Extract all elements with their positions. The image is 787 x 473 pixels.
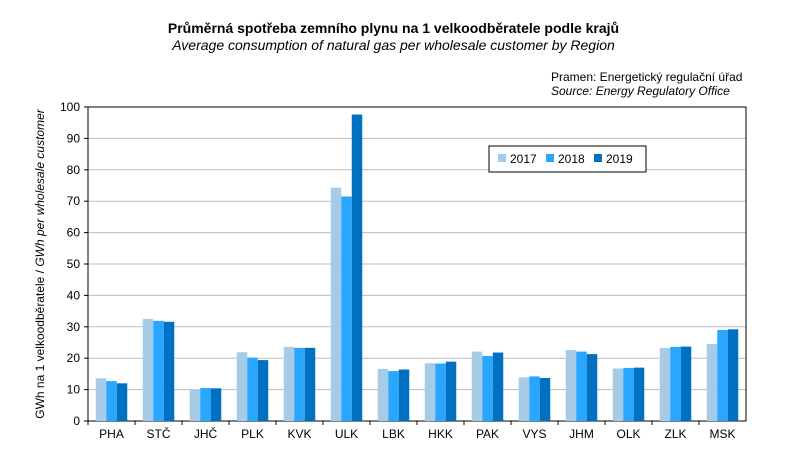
- bar-2019-LBK: [398, 369, 410, 421]
- bar-2017-PAK: [471, 351, 483, 421]
- bar-2017-STČ: [142, 318, 154, 421]
- x-tick-label: ULK: [335, 427, 358, 441]
- y-tick-label: 50: [67, 257, 81, 271]
- bar-2017-MSK: [706, 344, 718, 421]
- x-tick-label: JHČ: [194, 426, 218, 441]
- y-tick-label: 60: [67, 226, 81, 240]
- bar-2019-MSK: [727, 329, 739, 421]
- x-tick-label: HKK: [428, 427, 453, 441]
- chart-title: Průměrná spotřeba zemního plynu na 1 vel…: [167, 20, 620, 36]
- bar-2019-PAK: [492, 352, 504, 421]
- x-tick-label: PAK: [476, 427, 499, 441]
- chart-subtitle: Average consumption of natural gas per w…: [172, 37, 615, 53]
- legend-swatch-2018: [546, 154, 554, 162]
- bar-2019-ULK: [351, 114, 363, 421]
- bar-2017-OLK: [612, 368, 624, 421]
- bar-2018-JHČ: [200, 388, 211, 421]
- bar-2018-PHA: [106, 381, 117, 421]
- bar-2017-JHM: [565, 350, 577, 421]
- legend-label-2019: 2019: [606, 152, 633, 166]
- legend-label-2017: 2017: [510, 152, 537, 166]
- source-cz: Pramen: Energetický regulační úřad: [551, 70, 743, 84]
- legend-box: [488, 145, 647, 173]
- bar-2018-JHM: [576, 351, 587, 421]
- y-tick-label: 20: [67, 351, 81, 365]
- bar-2017-VYS: [518, 377, 530, 421]
- bar-2017-LBK: [377, 368, 389, 421]
- y-tick-label: 30: [67, 320, 81, 334]
- bar-2019-PHA: [116, 383, 128, 421]
- y-tick-label: 40: [67, 288, 81, 302]
- bar-2018-PLK: [247, 357, 258, 421]
- bar-2018-MSK: [717, 329, 728, 421]
- bar-2018-VYS: [529, 376, 540, 421]
- bar-2017-PLK: [236, 352, 248, 421]
- y-tick-label: 90: [67, 131, 81, 145]
- bar-2017-PHA: [95, 378, 107, 421]
- bar-2019-JHM: [586, 354, 598, 421]
- legend-label-2018: 2018: [558, 152, 585, 166]
- x-tick-label: JHM: [569, 427, 594, 441]
- bar-2018-PAK: [482, 356, 493, 421]
- bar-2019-VYS: [539, 377, 551, 421]
- bar-2019-JHČ: [210, 388, 222, 421]
- bar-2018-ULK: [341, 196, 352, 421]
- x-tick-label: OLK: [616, 427, 640, 441]
- x-tick-label: KVK: [287, 427, 311, 441]
- x-tick-label: MSK: [709, 427, 735, 441]
- bar-2017-ULK: [330, 187, 342, 421]
- y-tick-label: 0: [73, 414, 80, 428]
- bar-2019-OLK: [633, 367, 645, 421]
- y-axis-label: GWh na 1 velkoodběratele / GWh per whole…: [33, 108, 47, 418]
- x-tick-label: ZLK: [664, 427, 686, 441]
- y-tick-label: 10: [67, 383, 81, 397]
- bar-2018-HKK: [435, 363, 446, 421]
- y-tick-label: 80: [67, 163, 81, 177]
- source-en: Source: Energy Regulatory Office: [551, 84, 730, 98]
- bar-2018-OLK: [623, 367, 634, 421]
- x-tick-label: VYS: [522, 427, 546, 441]
- bar-2018-KVK: [294, 347, 305, 421]
- bar-2017-ZLK: [659, 348, 671, 421]
- bar-2019-KVK: [304, 347, 316, 421]
- bar-2018-STČ: [153, 320, 164, 421]
- x-tick-label: PLK: [241, 427, 264, 441]
- legend-swatch-2017: [498, 154, 506, 162]
- bar-2018-LBK: [388, 371, 399, 421]
- x-tick-label: LBK: [382, 427, 405, 441]
- y-tick-label: 100: [60, 100, 80, 114]
- bar-2017-JHČ: [189, 389, 201, 421]
- legend-swatch-2019: [594, 154, 602, 162]
- y-tick-label: 70: [67, 194, 81, 208]
- bar-2017-KVK: [283, 346, 295, 421]
- bar-2019-HKK: [445, 361, 457, 421]
- bar-2017-HKK: [424, 363, 436, 421]
- x-tick-label: STČ: [147, 426, 171, 441]
- bar-2018-ZLK: [670, 346, 681, 421]
- bar-2019-STČ: [163, 321, 175, 421]
- bar-2019-ZLK: [680, 346, 692, 421]
- x-tick-label: PHA: [99, 427, 124, 441]
- bar-2019-PLK: [257, 360, 269, 421]
